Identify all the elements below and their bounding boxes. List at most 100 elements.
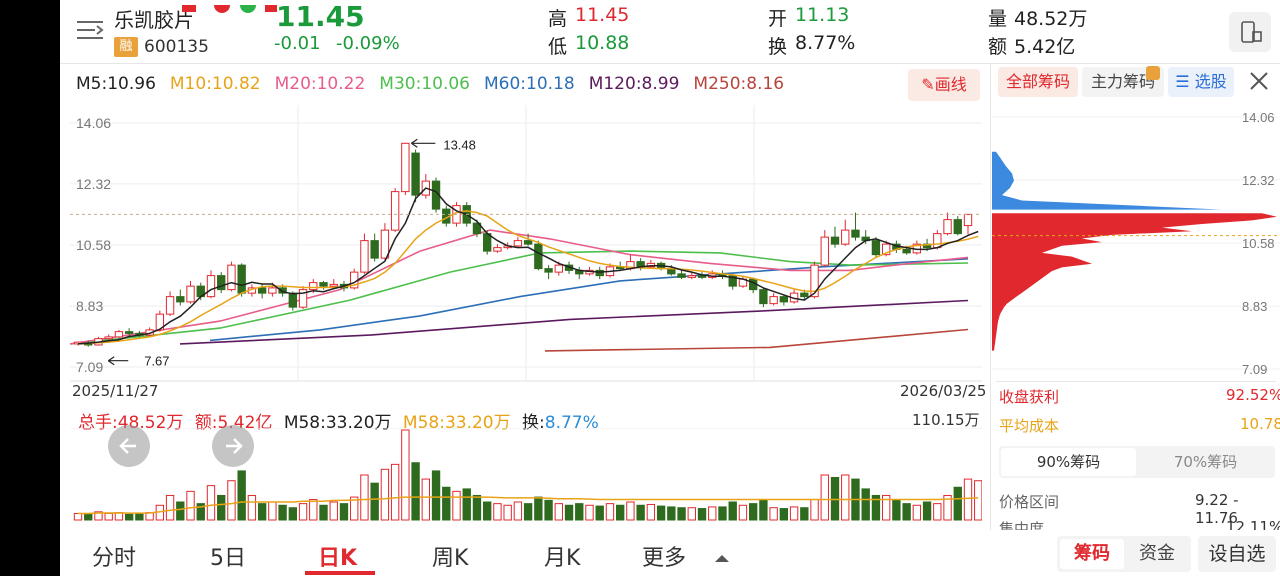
end-date-label: 2026/03/25 (900, 382, 987, 400)
price-range-value: 9.22 - 11.76 (1195, 491, 1239, 527)
draw-line-button[interactable]: ✎画线 (908, 69, 980, 101)
tab-intraday[interactable]: 分时 (92, 546, 137, 571)
volume-bar (124, 513, 134, 521)
volume-chart[interactable] (70, 427, 983, 522)
scroll-right-button[interactable] (212, 425, 254, 467)
candle-body (841, 229, 850, 245)
volume-bar (360, 474, 369, 521)
tab-weekly-k[interactable]: 周K (432, 546, 469, 571)
volume-bar (605, 503, 615, 521)
tab-5day[interactable]: 5日 (210, 546, 246, 571)
chip-distribution-chart: 14.06 12.32 10.58 8.83 7.09 (992, 105, 1280, 380)
chips-divider (996, 381, 1276, 382)
volume-bar (636, 504, 645, 521)
volume-bar (472, 494, 482, 521)
volume-bar (104, 512, 113, 521)
volume-bar (421, 478, 430, 521)
ma-legend: M5:10.96 M10:10.82 M20:10.22 M30:10.06 M60:1… (76, 74, 798, 94)
ma120-line (179, 299, 969, 345)
tab-more[interactable]: 更多 (642, 546, 687, 571)
volume-bar (176, 501, 185, 521)
volume-bar (268, 501, 277, 521)
tab-90-chips[interactable]: 90%筹码 (1001, 448, 1136, 476)
lock-icon (1146, 66, 1160, 80)
volume-bar (217, 494, 226, 521)
candle-body (810, 264, 819, 298)
volume-bar (779, 508, 789, 521)
candle-body (677, 273, 686, 278)
volume-bar (165, 494, 175, 521)
active-tab-underline (305, 571, 375, 575)
landscape-toggle-button[interactable] (1229, 12, 1271, 52)
volume-bar (452, 490, 461, 521)
close-icon[interactable] (1248, 70, 1270, 92)
candle-body (595, 269, 604, 277)
volume-bar (738, 504, 748, 521)
caret-up-icon[interactable] (714, 548, 730, 562)
volume-bar (431, 470, 441, 521)
add-watchlist-button[interactable]: 设自选 (1198, 536, 1276, 572)
funds-button[interactable]: 资金 (1139, 543, 1175, 564)
tab-monthly-k[interactable]: 月K (544, 546, 581, 571)
chip-y-tick: 10.58 (1242, 236, 1275, 251)
volume-bar (616, 504, 625, 521)
candle-body (472, 222, 482, 235)
volume-bar (933, 503, 942, 521)
open-value: 11.13 (795, 4, 850, 26)
draw-line-label: 画线 (934, 75, 967, 94)
candle-body (769, 296, 778, 305)
volume-bar (227, 480, 236, 521)
chip-y-tick: 8.83 (1242, 299, 1267, 314)
tab-daily-k[interactable]: 日K (318, 546, 358, 571)
volume-bar (810, 499, 819, 521)
low-value: 10.88 (575, 32, 630, 54)
header-divider (60, 63, 1280, 64)
avg-cost-label: 平均成本 (999, 417, 1060, 435)
volume-bar (861, 488, 870, 521)
volume-bar (667, 506, 676, 521)
volume-bar (186, 490, 195, 521)
volume-bar (595, 505, 604, 521)
volume-bar (697, 508, 707, 521)
menu-icon[interactable] (75, 18, 105, 42)
volume-bar (626, 501, 635, 521)
share-icons[interactable] (182, 0, 277, 13)
candle-body (902, 248, 911, 254)
chips-button[interactable]: 筹码 (1060, 539, 1124, 569)
profit-label: 收盘获利 (999, 388, 1060, 406)
volume-bar (114, 512, 124, 521)
amount-value: 5.42亿 (1014, 36, 1076, 58)
candle-body (779, 296, 789, 303)
volume-bar (953, 486, 962, 521)
open-label: 开 (768, 8, 788, 30)
scroll-left-button[interactable] (108, 425, 150, 467)
volume-bar (912, 504, 922, 521)
kline-chart[interactable]: 14.06 12.32 10.58 8.83 7.09 13.48 7.67 (69, 105, 982, 405)
volume-bar (748, 503, 758, 521)
left-frame (0, 0, 60, 576)
volume-bar (902, 503, 911, 521)
tab-all-chips[interactable]: 全部筹码 (998, 67, 1078, 97)
candle-body (830, 236, 840, 245)
turnover-label: 换 (768, 36, 788, 58)
volume-bar (380, 468, 390, 521)
candle-body (963, 213, 973, 227)
ma-legend-item: M250:8.16 (693, 74, 785, 94)
volume-value: 48.52万 (1014, 8, 1088, 30)
candle-body (104, 336, 113, 340)
candle-body (390, 191, 400, 231)
ma5-line (77, 187, 979, 345)
chip-y-tick: 7.09 (1242, 362, 1267, 377)
volume-bar (646, 503, 656, 521)
candle-body (360, 240, 369, 273)
avg-cost-value: 10.78 (1240, 415, 1280, 433)
candle-body (523, 240, 533, 245)
candle-body (257, 287, 267, 294)
stock-code: 600135 (144, 37, 209, 57)
stock-picker-button[interactable]: ☰ 选股 (1168, 67, 1234, 97)
volume-bar (974, 480, 983, 521)
volume-bar (963, 478, 973, 521)
tab-70-chips[interactable]: 70%筹码 (1173, 453, 1238, 471)
volume-bar (564, 504, 574, 521)
volume-bar (513, 501, 523, 521)
